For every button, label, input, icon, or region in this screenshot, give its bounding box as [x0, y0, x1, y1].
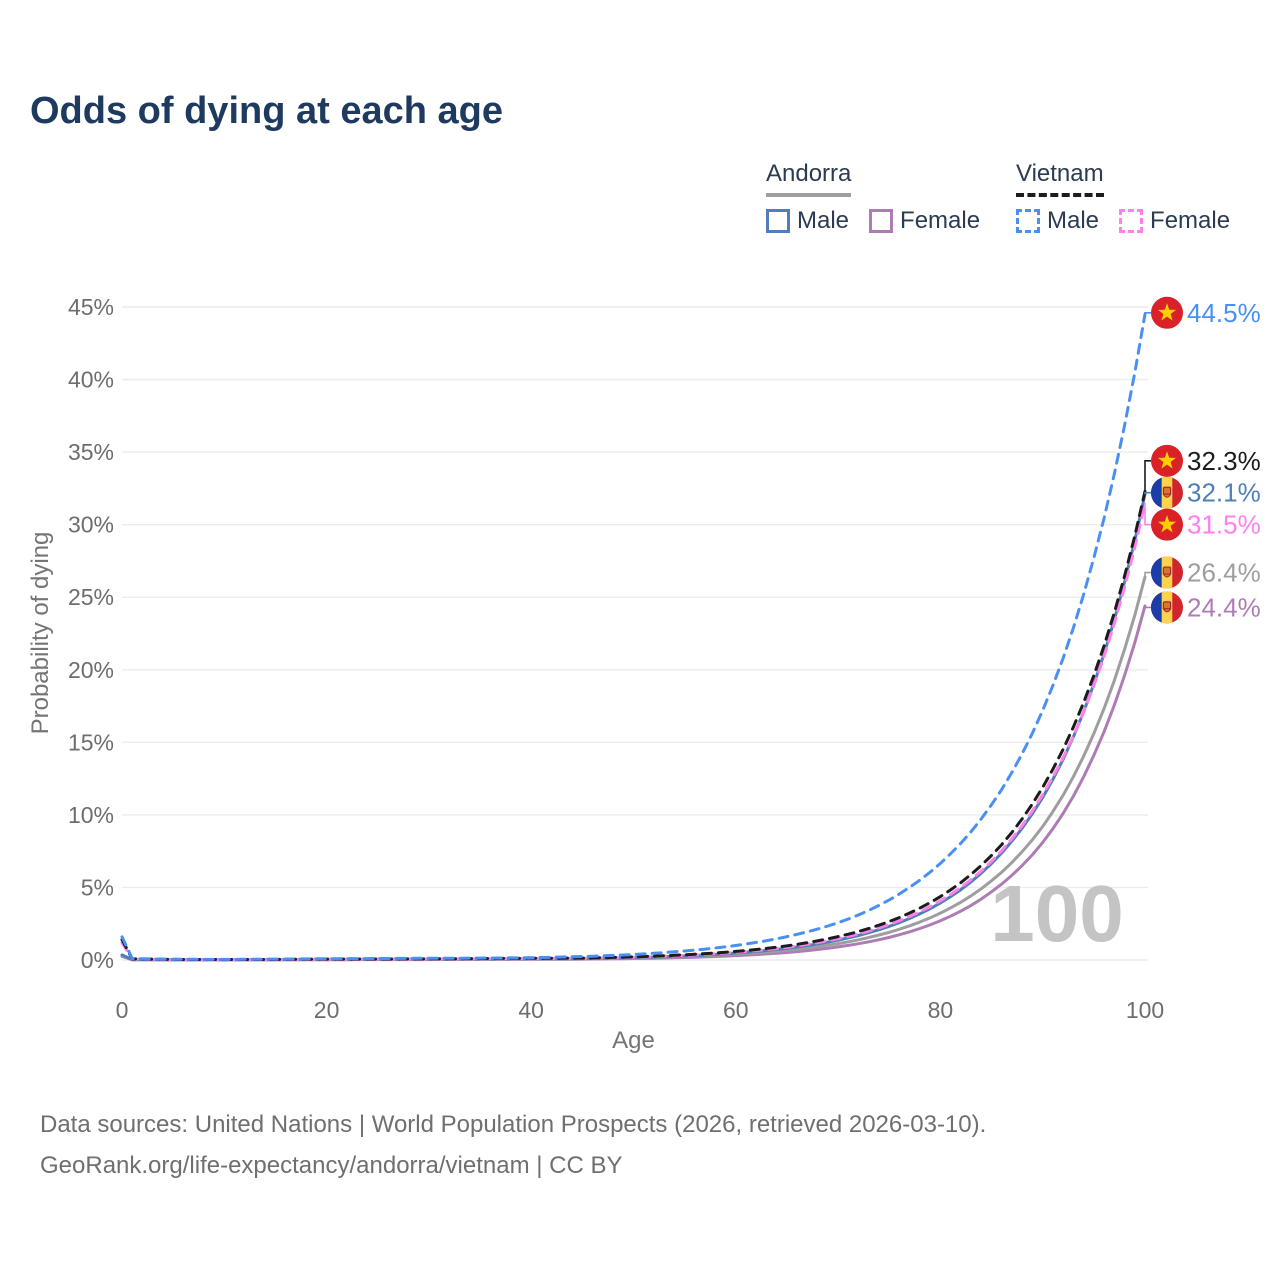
- end-label-leader: [1144, 571, 1151, 577]
- legend-label: Female: [900, 207, 981, 234]
- end-label-value-vietnam-female: 31.5%: [1187, 510, 1261, 540]
- watermark-age: 100: [990, 869, 1123, 958]
- y-tick-label: 15%: [68, 729, 114, 755]
- y-tick-label: 45%: [68, 294, 114, 320]
- y-tick-label: 10%: [68, 802, 114, 828]
- legend-label: Male: [1047, 207, 1100, 234]
- vietnam-female-swatch-icon: [1119, 209, 1144, 233]
- footer-sources-line: Data sources: United Nations | World Pop…: [40, 1111, 987, 1138]
- end-label-leader: [1144, 491, 1151, 495]
- legend-country-andorra[interactable]: Andorra: [766, 160, 852, 197]
- page-title: Odds of dying at each age: [30, 90, 503, 132]
- legend-label: Male: [797, 207, 850, 234]
- y-tick-label: 40%: [68, 367, 114, 393]
- legend-group-andorra: Andorra Male Female: [766, 160, 1000, 235]
- legend-item-andorra-male[interactable]: Male: [766, 207, 849, 235]
- y-tick-label: 35%: [68, 439, 114, 465]
- x-tick-label: 20: [314, 997, 340, 1023]
- y-axis-title: Probability of dying: [27, 532, 54, 735]
- legend-item-andorra-female[interactable]: Female: [869, 207, 980, 235]
- end-label-value-andorra-male: 32.1%: [1187, 478, 1261, 508]
- footer-attribution-line: GeoRank.org/life-expectancy/andorra/viet…: [40, 1152, 623, 1179]
- legend-country-vietnam[interactable]: Vietnam: [1016, 160, 1104, 197]
- y-tick-label: 30%: [68, 512, 114, 538]
- x-tick-label: 80: [928, 997, 954, 1023]
- end-label-value-vietnam-both: 32.3%: [1187, 446, 1261, 476]
- flag-vietnam-icon: [1151, 508, 1183, 541]
- end-label-value-andorra-female: 24.4%: [1187, 592, 1261, 622]
- end-label-leader: [1144, 312, 1151, 315]
- x-tick-label: 60: [723, 997, 749, 1023]
- y-tick-label: 25%: [68, 584, 114, 610]
- end-label-leader: [1144, 605, 1151, 609]
- y-tick-label: 20%: [68, 657, 114, 683]
- flag-vietnam-icon: [1151, 444, 1183, 477]
- flag-andorra-icon: [1151, 476, 1183, 509]
- end-label-value-vietnam-male: 44.5%: [1187, 298, 1261, 328]
- footer: Data sources: United Nations | World Pop…: [40, 1104, 986, 1186]
- legend-group-vietnam: Vietnam Male Female: [1016, 160, 1250, 235]
- series-line-vietnam-male[interactable]: [120, 312, 1147, 961]
- legend-row-andorra: Male Female: [766, 207, 1000, 235]
- flag-vietnam-icon: [1151, 296, 1183, 329]
- end-label-leader: [1144, 502, 1151, 526]
- legend-row-vietnam: Male Female: [1016, 207, 1250, 235]
- andorra-male-swatch-icon: [766, 209, 790, 233]
- legend-item-vietnam-female[interactable]: Female: [1119, 207, 1230, 235]
- x-tick-label: 100: [1126, 997, 1164, 1023]
- andorra-female-swatch-icon: [869, 209, 894, 233]
- end-label-value-andorra-both: 26.4%: [1187, 558, 1261, 588]
- vietnam-male-swatch-icon: [1016, 209, 1040, 233]
- x-axis-title: Age: [612, 1027, 655, 1054]
- end-label-leader: [1144, 460, 1151, 492]
- x-tick-label: 0: [116, 997, 129, 1023]
- flag-andorra-icon: [1151, 556, 1183, 589]
- legend-item-vietnam-male[interactable]: Male: [1016, 207, 1099, 235]
- y-tick-label: 0%: [81, 947, 114, 973]
- x-tick-label: 40: [518, 997, 544, 1023]
- legend-label: Female: [1150, 207, 1231, 234]
- y-tick-label: 5%: [81, 874, 114, 900]
- flag-andorra-icon: [1151, 591, 1183, 624]
